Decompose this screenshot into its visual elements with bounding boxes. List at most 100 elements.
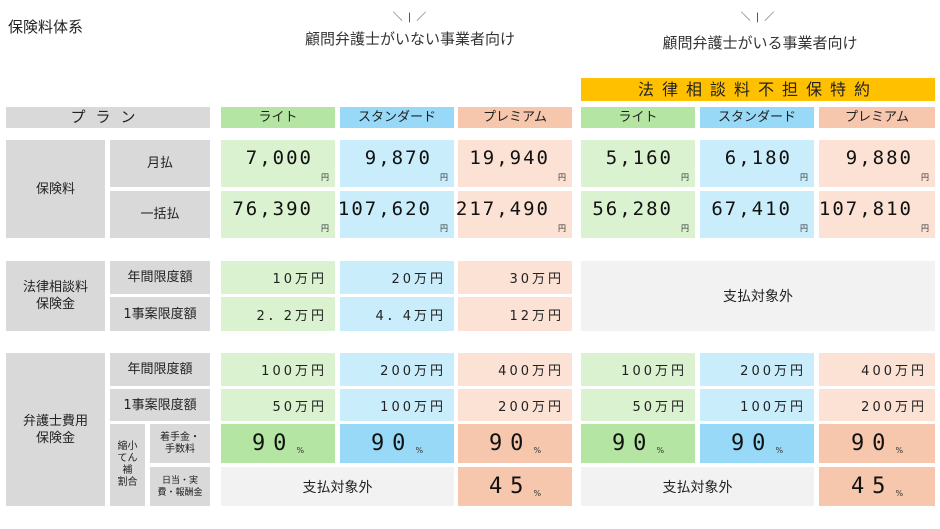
ratio-cell: 90% [458, 424, 572, 463]
plan-lite-header: ライト [581, 107, 695, 128]
ratio-cell: 90% [700, 424, 814, 463]
price-cell: 107,810 円 [819, 191, 935, 238]
price-cell: 67,410 円 [700, 191, 814, 238]
yen-unit: 円 [681, 173, 689, 182]
amount-cell: 2．2万円 [221, 297, 335, 331]
plan-header-label: プラン [6, 107, 210, 128]
yen-unit: 円 [440, 173, 448, 182]
amount-cell: 50万円 [581, 389, 695, 421]
amount-cell: 10万円 [221, 261, 335, 294]
ratio-cell: 90% [581, 424, 695, 463]
ratio-value: 90 [251, 431, 295, 456]
amount-cell: 100万円 [221, 353, 335, 386]
percent-unit: % [895, 489, 904, 498]
price-cell: 5,160 円 [581, 140, 695, 187]
amount-cell: 50万円 [221, 389, 335, 421]
ratio-value: 90 [488, 431, 532, 456]
percent-unit: % [895, 446, 904, 455]
ratio-cell: 90% [221, 424, 335, 463]
amount-cell: 4．4万円 [340, 297, 454, 331]
label-text: 年間限度額 [127, 362, 193, 377]
label-text: 弁護士費用 [22, 413, 88, 429]
ratio-cell: 90% [340, 424, 454, 463]
amount-cell: 100万円 [700, 389, 814, 421]
yen-unit: 円 [921, 173, 929, 182]
legal-consult-group-label: 法律相談料 保険金 [6, 261, 105, 331]
amount-cell: 200万円 [700, 353, 814, 386]
row-label-lump-sum: 一括払 [110, 191, 210, 238]
row-label-monthly: 月払 [110, 140, 210, 187]
row-label-retainer-fee: 着手金・ 手数料 [150, 424, 210, 463]
row-label-annual-limit: 年間限度額 [110, 261, 210, 294]
price-cell: 6,180 円 [700, 140, 814, 187]
price-value: 5,160 [605, 147, 673, 169]
plan-standard-header: スタンダード [700, 107, 814, 128]
ratio-label: 縮小 てん 補 割合 [110, 424, 145, 506]
row-label-per-case-limit: 1事案限度額 [110, 389, 210, 421]
yen-unit: 円 [321, 173, 329, 182]
ratio-value: 45 [850, 474, 894, 499]
label-text: 法律相談料 [22, 280, 88, 295]
ratio-value: 90 [370, 431, 414, 456]
yen-unit: 円 [800, 173, 808, 182]
amount-cell: 200万円 [458, 389, 572, 421]
price-cell: 19,940 円 [458, 140, 572, 187]
amount-cell: 400万円 [458, 353, 572, 386]
amount-cell: 20万円 [340, 261, 454, 294]
label-text: 保険料 [35, 181, 75, 197]
amount-cell: 200万円 [819, 389, 935, 421]
label-text: 割合 [117, 477, 138, 488]
yen-unit: 円 [558, 173, 566, 182]
not-covered-cell: 支払対象外 [581, 467, 814, 506]
ratio-cell: 45% [458, 467, 572, 506]
percent-unit: % [533, 489, 542, 498]
label-text: 費・報酬金 [157, 487, 203, 498]
yen-unit: 円 [800, 224, 808, 233]
plan-premium-header: プレミアム [819, 107, 935, 128]
price-cell: 56,280 円 [581, 191, 695, 238]
price-value: 7,000 [245, 147, 313, 169]
price-value: 107,810 [818, 198, 913, 220]
price-value: 6,180 [724, 147, 792, 169]
label-text: 保険金 [35, 430, 75, 446]
label-text: 一括払 [140, 207, 180, 222]
label-text: 1事案限度額 [123, 306, 197, 322]
premium-group-label: 保険料 [6, 140, 105, 238]
ratio-cell: 45% [819, 467, 935, 506]
label-text: 着手金・ [160, 431, 200, 443]
ratio-value: 90 [730, 431, 774, 456]
label-text: 日当・実 [161, 475, 198, 486]
row-label-annual-limit: 年間限度額 [110, 353, 210, 386]
amount-cell: 12万円 [458, 297, 572, 331]
label-text: 補 [122, 465, 133, 476]
price-cell: 9,870 円 [340, 140, 454, 187]
row-label-daily-expenses: 日当・実 費・報酬金 [150, 467, 210, 506]
sparkle-icon: ＼ | ／ [392, 12, 428, 23]
amount-cell: 30万円 [458, 261, 572, 294]
label-text: 縮小 [117, 441, 138, 452]
plan-lite-header: ライト [221, 107, 335, 128]
price-cell: 217,490 円 [456, 191, 572, 238]
yen-unit: 円 [921, 224, 929, 233]
row-label-per-case-limit: 1事案限度額 [110, 297, 210, 331]
price-cell: 7,000 円 [221, 140, 335, 187]
ratio-value: 90 [850, 431, 894, 456]
sparkle-icon: ＼ | ／ [740, 12, 776, 23]
yen-unit: 円 [321, 224, 329, 233]
yen-unit: 円 [558, 224, 566, 233]
not-covered-cell: 支払対象外 [221, 467, 454, 506]
special-clause-banner: 法律相談料不担保特約 [581, 78, 935, 101]
percent-unit: % [296, 446, 305, 455]
label-text: てん [117, 453, 138, 464]
percent-unit: % [775, 446, 784, 455]
label-text: 年間限度額 [127, 270, 193, 285]
ratio-value: 90 [611, 431, 655, 456]
amount-cell: 100万円 [340, 389, 454, 421]
price-value: 9,880 [845, 147, 913, 169]
plan-standard-header: スタンダード [340, 107, 454, 128]
price-value: 9,870 [364, 147, 432, 169]
percent-unit: % [656, 446, 665, 455]
label-text: 手数料 [165, 443, 195, 455]
audience-with-counsel: 顧問弁護士がいる事業者向け [662, 34, 858, 52]
audience-without-counsel: 顧問弁護士がいない事業者向け [304, 30, 515, 48]
